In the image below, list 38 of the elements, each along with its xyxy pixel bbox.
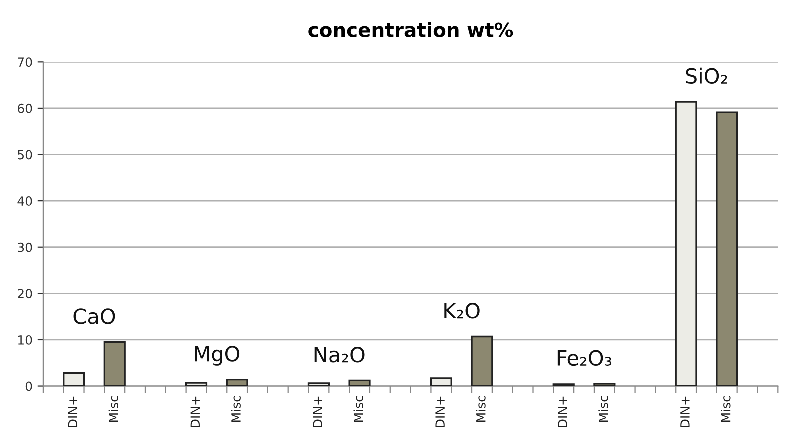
annotation: SiO₂ [686, 68, 728, 84]
annotation: Fe₂O₃ [558, 350, 612, 366]
x-tick-label: Misc [231, 396, 241, 422]
bar [104, 341, 126, 386]
bar [471, 336, 494, 386]
annotation: MgO [195, 346, 240, 366]
y-tick-label: 40 [18, 196, 32, 206]
y-tick-label: 20 [18, 289, 32, 299]
annotation: K₂O [444, 303, 480, 319]
x-tick-label: Misc [476, 396, 486, 422]
bar [348, 380, 371, 386]
chart-title: concentration wt% [308, 22, 514, 38]
y-tick-label: 0 [26, 382, 32, 392]
x-tick-label: DIN+ [190, 396, 200, 428]
x-tick-label: DIN+ [680, 396, 690, 428]
x-tick-label: DIN+ [558, 396, 568, 428]
x-tick-label: Misc [721, 396, 731, 422]
x-tick-label: DIN+ [436, 396, 445, 428]
bar [185, 382, 208, 386]
x-tick-label: Misc [354, 396, 364, 422]
y-tick-label: 30 [18, 242, 32, 252]
x-tick-label: DIN+ [313, 396, 322, 428]
y-tick-label: 70 [18, 58, 32, 68]
y-tick-label: 60 [18, 104, 32, 114]
x-tick-label: Misc [108, 396, 119, 422]
bar [430, 378, 452, 386]
annotation: Na₂O [314, 347, 365, 363]
x-tick-label: Misc [598, 396, 608, 422]
annotation: CaO [74, 308, 116, 324]
bar [63, 372, 86, 386]
bar [594, 383, 616, 386]
y-tick-label: 50 [18, 150, 32, 160]
y-tick-label: 10 [18, 335, 32, 345]
bar [716, 112, 738, 386]
bar [308, 382, 330, 386]
bar [226, 378, 248, 386]
x-tick-label: DIN+ [68, 396, 78, 428]
bar [675, 101, 698, 386]
